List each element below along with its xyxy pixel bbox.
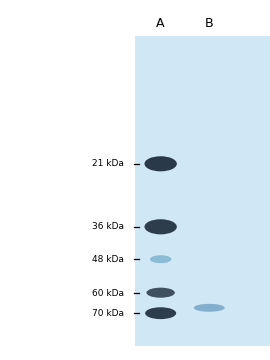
Text: 36 kDa: 36 kDa: [92, 222, 124, 231]
Ellipse shape: [144, 156, 177, 171]
Ellipse shape: [150, 255, 171, 263]
Ellipse shape: [144, 219, 177, 234]
Text: 48 kDa: 48 kDa: [92, 255, 124, 264]
Text: B: B: [205, 17, 214, 30]
Text: A: A: [156, 17, 165, 30]
Text: 60 kDa: 60 kDa: [92, 289, 124, 298]
Ellipse shape: [146, 288, 175, 298]
Bar: [135, 36, 270, 346]
Text: 70 kDa: 70 kDa: [92, 309, 124, 318]
Ellipse shape: [194, 304, 225, 312]
Ellipse shape: [145, 307, 176, 319]
Text: 21 kDa: 21 kDa: [92, 159, 124, 168]
